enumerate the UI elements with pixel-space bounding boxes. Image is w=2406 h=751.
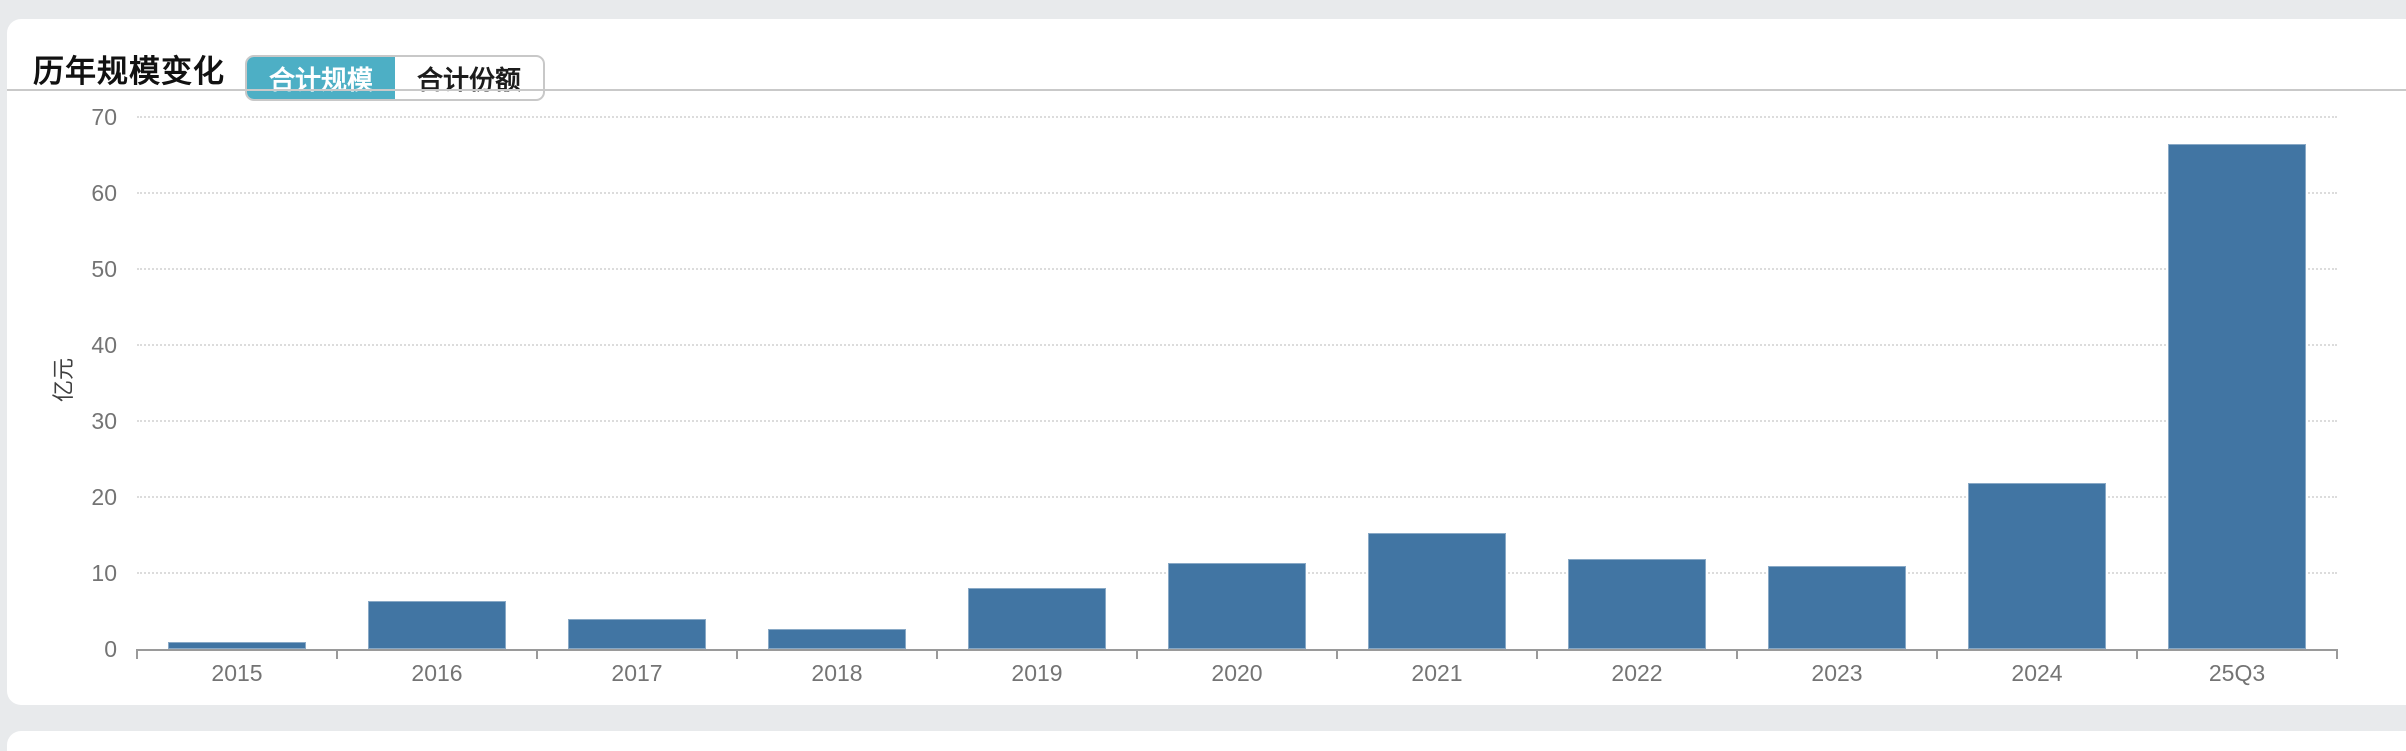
x-tick-label: 2021 [1411,660,1463,686]
x-tick-label: 2024 [2011,660,2063,686]
bar[interactable] [1368,533,1506,649]
x-axis-tick [1736,649,1738,659]
x-axis-tick [2136,649,2138,659]
x-axis-tick [136,649,138,659]
scale-share-tab-group[interactable]: 合计规模 合计份额 [245,55,546,101]
y-tick-label: 70 [91,104,117,130]
y-tick-label: 20 [91,484,117,510]
y-tick-label: 60 [91,180,117,206]
page-title: 历年规模变化 [33,54,225,89]
x-axis-tick [336,649,338,659]
y-tick-label: 40 [91,332,117,358]
bar[interactable] [1168,563,1306,649]
y-tick-label: 30 [91,408,117,434]
x-tick-label: 25Q3 [2208,660,2266,686]
gridline [137,268,2337,270]
x-axis-tick [2336,649,2338,659]
x-axis-tick [1336,649,1338,659]
x-axis-tick [1536,649,1538,659]
x-axis-tick [1936,649,1938,659]
bar[interactable] [2168,144,2306,649]
tab-total-scale[interactable]: 合计规模 [247,57,396,99]
y-tick-label: 10 [91,560,117,586]
bar[interactable] [1968,483,2106,649]
plot-area [136,116,2338,659]
y-tick-label: 0 [104,636,117,662]
x-tick-label: 2020 [1211,660,1263,686]
bar[interactable] [1568,559,1706,649]
bar[interactable] [568,619,706,649]
x-tick-label: 2023 [1811,660,1863,686]
x-axis-tick [736,649,738,659]
x-axis-tick [1136,649,1138,659]
bar[interactable] [368,601,506,649]
x-tick-label: 2018 [811,660,863,686]
gridline [137,344,2337,346]
x-tick-label: 2016 [411,660,463,686]
x-axis-tick [536,649,538,659]
x-tick-label: 2022 [1611,660,1663,686]
next-card-edge [7,731,2406,751]
bar[interactable] [1768,566,1906,649]
y-axis-title: 亿元 [51,358,76,403]
gridline [137,192,2337,194]
header-divider [7,89,2406,91]
x-tick-label: 2015 [211,660,263,686]
x-tick-label: 2019 [1011,660,1063,686]
x-tick-label: 2017 [611,660,663,686]
tab-total-share[interactable]: 合计份额 [417,64,522,95]
bar[interactable] [768,629,906,649]
x-axis-tick [936,649,938,659]
y-tick-label: 50 [91,256,117,282]
gridline [137,496,2337,498]
bar[interactable] [968,588,1106,649]
gridline [137,420,2337,422]
gridline [137,116,2337,118]
bar[interactable] [168,642,306,649]
